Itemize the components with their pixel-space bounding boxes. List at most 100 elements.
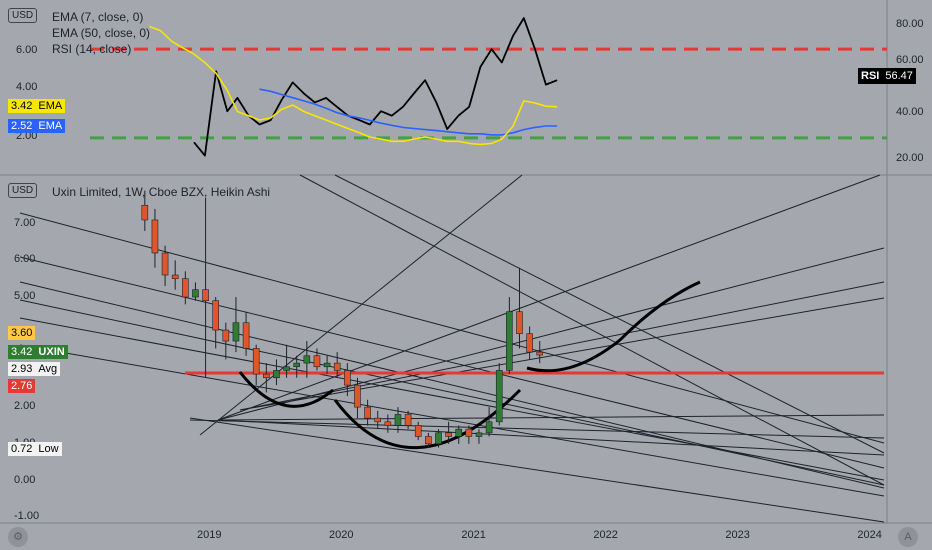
lower-price-tag: 2.76 bbox=[8, 379, 36, 393]
candle-body-23 bbox=[374, 417, 382, 423]
avg-price-tag: 2.93 Avg bbox=[8, 362, 61, 376]
rsi-tag-name: RSI bbox=[858, 68, 883, 84]
low-price-tag: 0.72 Low bbox=[8, 442, 62, 456]
x-tick-2019: 2019 bbox=[197, 529, 222, 541]
candle-body-22 bbox=[364, 406, 371, 419]
candle-body-5 bbox=[192, 289, 199, 298]
candle-body-33 bbox=[475, 432, 483, 437]
ema-slow-value: 2.52 bbox=[8, 119, 36, 133]
trendline-10 bbox=[19, 299, 885, 486]
candle-body-1 bbox=[151, 219, 159, 254]
ema-fast-value: 3.42 bbox=[8, 99, 36, 113]
price-y-tick-7: 0.00 bbox=[14, 473, 36, 486]
ema-slow-tag: 2.52 EMA bbox=[8, 119, 66, 133]
candle-body-0 bbox=[141, 204, 149, 221]
candle-body-3 bbox=[171, 274, 179, 279]
candle-body-20 bbox=[344, 370, 351, 386]
trendline-16 bbox=[217, 419, 885, 456]
candle-body-29 bbox=[435, 432, 442, 445]
low-price-value: 0.72 bbox=[8, 442, 36, 456]
candle-body-12 bbox=[263, 373, 270, 379]
ema-slow-name: EMA bbox=[35, 119, 66, 133]
right-tick-80: 80.00 bbox=[896, 18, 924, 30]
cup-arc-2 bbox=[333, 388, 522, 449]
x-tick-2024: 2024 bbox=[857, 529, 882, 541]
candle-body-28 bbox=[425, 436, 432, 445]
ema-fast-tag: 3.42 EMA bbox=[8, 99, 66, 113]
candle-body-4 bbox=[182, 278, 189, 298]
right-tick-20: 20.00 bbox=[896, 152, 924, 164]
candle-body-26 bbox=[404, 414, 412, 426]
candle-body-31 bbox=[455, 428, 463, 437]
price-y-tick-2: 5.00 bbox=[14, 290, 36, 303]
upper-price-value: 3.60 bbox=[8, 326, 36, 340]
candle-body-36 bbox=[506, 311, 513, 371]
candle-body-2 bbox=[161, 252, 169, 276]
candle-body-34 bbox=[485, 421, 493, 434]
left-tick-2: 2.00 bbox=[16, 130, 38, 142]
lower-price-value: 2.76 bbox=[8, 379, 36, 393]
trendline-13 bbox=[334, 174, 885, 454]
auto-scale-icon[interactable]: A bbox=[898, 527, 918, 547]
candle-body-32 bbox=[465, 428, 473, 437]
last-price-value: 3.42 bbox=[8, 345, 36, 359]
candle-body-11 bbox=[252, 348, 260, 375]
price-y-tick-8: -1.00 bbox=[14, 510, 40, 523]
trendline-2 bbox=[217, 174, 881, 421]
cup-arc-1 bbox=[238, 371, 334, 408]
last-price-tag: 3.42 UXIN bbox=[8, 345, 68, 359]
candle-body-8 bbox=[222, 329, 230, 342]
rsi-tag-value: 56.47 bbox=[882, 68, 916, 84]
legend-ema-slow[interactable]: EMA (50, close, 0) bbox=[52, 26, 151, 40]
candle-body-16 bbox=[303, 355, 311, 364]
candle-body-30 bbox=[445, 432, 452, 437]
legend-ema-fast[interactable]: EMA (7, close, 0) bbox=[52, 10, 144, 24]
candle-body-25 bbox=[394, 414, 402, 426]
left-tick-4: 4.00 bbox=[16, 81, 38, 93]
currency-label-price[interactable]: USD bbox=[8, 183, 38, 198]
candle-body-6 bbox=[202, 289, 209, 302]
x-tick-2020: 2020 bbox=[329, 529, 354, 541]
candle-body-37 bbox=[516, 311, 523, 335]
indicator-line-2 bbox=[149, 25, 558, 146]
avg-price-name: Avg bbox=[35, 362, 61, 376]
candle-body-24 bbox=[384, 421, 392, 426]
candle-body-13 bbox=[273, 370, 280, 379]
settings-icon[interactable]: ⚙ bbox=[8, 527, 28, 547]
trendline-7 bbox=[19, 212, 885, 444]
price-chart-title[interactable]: Uxin Limited, 1W, Cboe BZX, Heikin Ashi bbox=[52, 185, 271, 199]
last-price-name: UXIN bbox=[35, 345, 68, 359]
currency-label-indicator[interactable]: USD bbox=[8, 8, 38, 23]
trendline-8 bbox=[19, 256, 885, 469]
candle-body-19 bbox=[333, 362, 341, 371]
candle-body-7 bbox=[212, 300, 220, 331]
candle-body-38 bbox=[526, 333, 533, 353]
indicator-line-0 bbox=[193, 17, 558, 157]
trendline-12 bbox=[19, 344, 885, 497]
trendline-17 bbox=[299, 174, 885, 486]
price-y-tick-5: 2.00 bbox=[14, 400, 36, 413]
handle-arc bbox=[526, 280, 701, 373]
low-price-name: Low bbox=[35, 442, 62, 456]
trendline-14 bbox=[189, 419, 885, 439]
trendline-1 bbox=[199, 174, 523, 436]
candle-body-17 bbox=[313, 355, 321, 368]
candle-body-15 bbox=[293, 362, 301, 368]
candle-body-14 bbox=[283, 366, 290, 371]
rsi-tag: RSI 56.47 bbox=[858, 68, 916, 84]
candle-body-18 bbox=[323, 362, 331, 368]
price-y-tick-0: 7.00 bbox=[14, 216, 36, 229]
candle-body-21 bbox=[354, 384, 361, 408]
right-tick-40: 40.00 bbox=[896, 106, 924, 118]
legend-rsi[interactable]: RSI (14, close) bbox=[52, 42, 132, 56]
upper-price-tag: 3.60 bbox=[8, 326, 36, 340]
trendline-5 bbox=[239, 297, 885, 411]
candle-body-9 bbox=[232, 322, 240, 342]
trendline-11 bbox=[19, 317, 885, 481]
left-tick-6: 6.00 bbox=[16, 44, 38, 56]
candle-body-39 bbox=[536, 351, 544, 356]
price-y-tick-1: 6.00 bbox=[14, 253, 36, 266]
x-tick-2022: 2022 bbox=[593, 529, 618, 541]
